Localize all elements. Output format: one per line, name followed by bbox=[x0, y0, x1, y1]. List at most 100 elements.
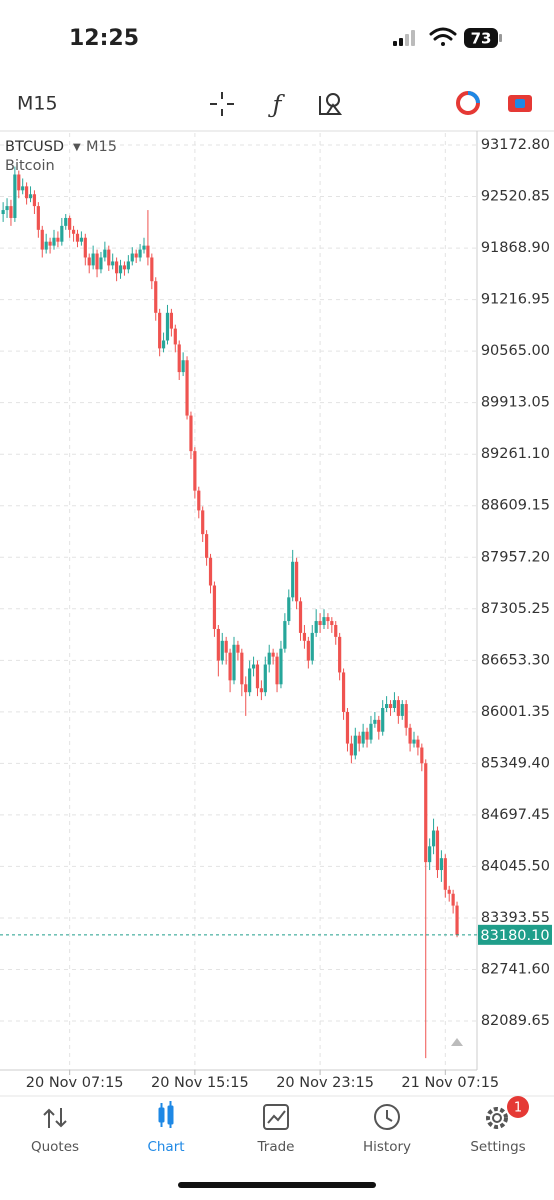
candle-body bbox=[451, 893, 455, 906]
candle-body bbox=[306, 640, 310, 661]
candle-body bbox=[240, 652, 244, 685]
trade-icon[interactable] bbox=[263, 1104, 289, 1130]
candle-body bbox=[40, 229, 44, 250]
candle-body bbox=[404, 704, 408, 728]
candle-body bbox=[388, 704, 393, 709]
candle-body bbox=[232, 644, 236, 681]
candle-body bbox=[353, 735, 357, 756]
account-button[interactable] bbox=[456, 91, 480, 115]
battery-level: 73 bbox=[471, 30, 492, 48]
x-tick-label: 20 Nov 15:15 bbox=[151, 1075, 249, 1091]
candle-body bbox=[416, 739, 420, 748]
candle-body bbox=[185, 360, 189, 416]
candle-body bbox=[13, 174, 17, 218]
y-tick-label: 87305.25 bbox=[481, 601, 550, 617]
current-price-label: 83180.10 bbox=[480, 928, 549, 944]
candle-body bbox=[420, 747, 424, 764]
candle-body bbox=[201, 510, 205, 535]
home-indicator bbox=[178, 1182, 376, 1188]
candle-body bbox=[220, 640, 224, 661]
candle-body bbox=[447, 889, 451, 894]
objects-button[interactable] bbox=[319, 93, 343, 115]
y-tick-label: 85349.40 bbox=[481, 755, 550, 771]
candle-body bbox=[263, 664, 267, 693]
candle-body bbox=[103, 249, 107, 258]
candle-body bbox=[193, 451, 197, 491]
candle-body bbox=[279, 648, 283, 685]
symbol-description: Bitcoin bbox=[5, 158, 55, 174]
candle-body bbox=[197, 490, 201, 511]
candle-body bbox=[341, 672, 346, 712]
crosshair-button[interactable] bbox=[210, 92, 234, 116]
candle-body bbox=[361, 731, 365, 744]
candle-body bbox=[208, 557, 213, 586]
candle-body bbox=[275, 656, 279, 685]
candle-body bbox=[158, 312, 162, 349]
y-tick-label: 88609.15 bbox=[481, 498, 550, 514]
status-time: 12:25 bbox=[69, 26, 139, 51]
tab-label[interactable]: Trade bbox=[257, 1139, 295, 1155]
tab-label[interactable]: Quotes bbox=[31, 1139, 79, 1155]
candle-body bbox=[79, 237, 83, 242]
candle-body bbox=[396, 700, 400, 716]
candle-body bbox=[48, 241, 52, 246]
candle-body bbox=[25, 186, 29, 199]
dropdown-arrow[interactable]: ▼ bbox=[73, 142, 81, 153]
candle-body bbox=[21, 186, 25, 191]
x-tick-label: 20 Nov 07:15 bbox=[26, 1075, 124, 1091]
y-tick-label: 84697.45 bbox=[481, 807, 550, 823]
settings-icon[interactable] bbox=[486, 1107, 508, 1129]
indicators-button[interactable]: ƒ bbox=[268, 91, 286, 119]
candle-body bbox=[52, 237, 56, 246]
candle-body bbox=[287, 597, 291, 622]
candle-body bbox=[1, 210, 5, 215]
candle-body bbox=[205, 534, 209, 558]
y-tick-label: 83393.55 bbox=[481, 910, 550, 926]
quotes-icon[interactable] bbox=[43, 1108, 67, 1128]
notification-badge bbox=[507, 1096, 529, 1118]
y-tick-label: 92520.85 bbox=[481, 189, 550, 205]
tab-label[interactable]: Chart bbox=[147, 1139, 184, 1155]
candle-body bbox=[181, 360, 185, 373]
tab-label[interactable]: History bbox=[363, 1139, 411, 1155]
candle-body bbox=[126, 261, 130, 270]
candle-body bbox=[107, 249, 111, 266]
tab-label[interactable]: Settings bbox=[470, 1139, 525, 1155]
candle-body bbox=[36, 206, 40, 230]
candle-body bbox=[349, 743, 353, 756]
candle-body bbox=[9, 206, 13, 218]
candle-body bbox=[75, 233, 80, 242]
history-icon[interactable] bbox=[374, 1104, 400, 1130]
candle-body bbox=[118, 265, 123, 274]
tabs: Quotes Chart Trade History Settings bbox=[31, 1139, 526, 1155]
y-tick-label: 82089.65 bbox=[481, 1013, 550, 1029]
timeframe-button[interactable]: M15 bbox=[17, 93, 58, 115]
current-price-box bbox=[478, 924, 552, 945]
badge-count: 1 bbox=[514, 1101, 522, 1116]
y-tick-label: 90565.00 bbox=[481, 343, 550, 359]
candle-body bbox=[255, 664, 260, 689]
candle-body bbox=[142, 245, 146, 250]
x-tick-label: 20 Nov 23:15 bbox=[276, 1075, 374, 1091]
candle-body bbox=[357, 735, 361, 744]
candle-body bbox=[334, 625, 338, 637]
candle-body bbox=[56, 237, 60, 242]
y-tick-label: 89913.05 bbox=[481, 395, 550, 411]
candle-body bbox=[161, 340, 166, 349]
candle-body bbox=[150, 257, 154, 282]
candle-body bbox=[443, 858, 447, 890]
candle-body bbox=[377, 719, 381, 732]
candle-body bbox=[267, 652, 271, 665]
chart-icon[interactable] bbox=[158, 1101, 174, 1128]
candle-body bbox=[122, 265, 127, 270]
candle-body bbox=[154, 281, 158, 313]
candle-body bbox=[369, 723, 373, 740]
candle-body bbox=[115, 261, 119, 274]
candle-body bbox=[169, 312, 173, 329]
candle-body bbox=[32, 194, 37, 207]
trade-button[interactable] bbox=[508, 95, 532, 112]
candle-body bbox=[216, 628, 220, 661]
y-tick-label: 87957.20 bbox=[481, 549, 550, 565]
candles bbox=[1, 166, 459, 1059]
